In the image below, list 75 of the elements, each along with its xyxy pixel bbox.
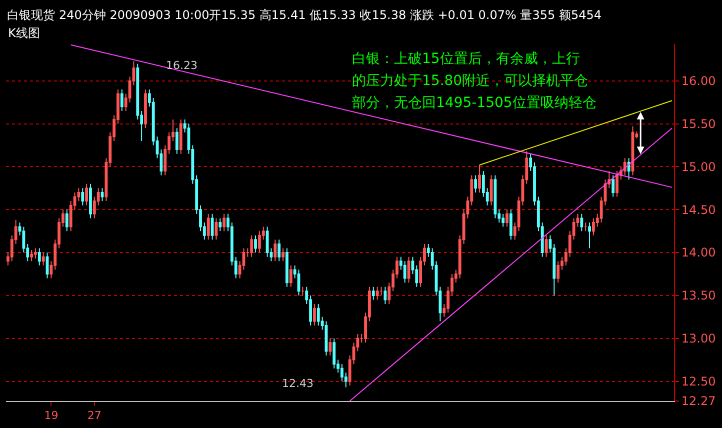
candlestick: [38, 248, 41, 266]
candlestick: [301, 286, 304, 296]
candlestick: [46, 252, 49, 279]
candlestick: [34, 248, 37, 260]
candlestick: [592, 218, 595, 236]
candlestick: [544, 234, 548, 258]
candlestick: [222, 213, 226, 232]
annotation: 白银：上破15位置后，有余威，上行: [352, 51, 580, 67]
candlestick: [85, 183, 88, 206]
candlestick: [407, 256, 410, 284]
chart-title: 白银现货 240分钟 20090903 10:00开15.35 高15.41 低15.33 收15.38 涨跌 +0.01 0.07% 量355 额5454: [7, 8, 602, 22]
candlestick: [100, 188, 104, 202]
candlestick: [490, 174, 493, 206]
candlestick: [478, 164, 481, 193]
candlestick: [210, 213, 214, 240]
candlestick: [376, 286, 379, 300]
candlestick: [588, 222, 591, 249]
candlestick: [313, 304, 316, 326]
candlestick: [556, 260, 560, 284]
y-tick-label: 15.50: [681, 117, 716, 132]
candlestick: [616, 170, 618, 198]
candlestick: [316, 304, 320, 326]
y-tick-label: 14.00: [681, 246, 716, 260]
candlestick: [179, 119, 182, 154]
candlestick: [30, 249, 33, 262]
candlestick: [297, 269, 300, 296]
x-tick-label: 27: [87, 409, 102, 422]
candlestick: [42, 252, 45, 266]
annotation: 12.43: [282, 377, 314, 390]
candlestick: [214, 218, 218, 240]
candlestick: [384, 286, 387, 305]
candlestick: [372, 286, 375, 300]
candlestick: [81, 188, 84, 206]
annotation: 部分，无仓回1495-1505位置吸纳轻仓: [352, 95, 596, 111]
candlestick: [332, 338, 336, 369]
candlestick: [328, 338, 332, 356]
y-tick-label: 13.00: [681, 332, 716, 346]
y-tick-label: 12.50: [681, 374, 716, 388]
candlestick: [89, 183, 92, 219]
candlestick: [509, 209, 512, 240]
candlestick: [506, 209, 508, 228]
candlestick: [324, 320, 328, 356]
candlestick: [474, 174, 478, 193]
candlestick: [206, 213, 210, 240]
candlestick: [278, 239, 281, 262]
y-tick-label: 12.27: [681, 394, 716, 408]
candlestick: [623, 158, 626, 176]
candlestick: [266, 226, 269, 258]
y-tick-label: 14.50: [681, 202, 716, 217]
candlestick: [282, 248, 284, 262]
candlestick: [218, 218, 222, 232]
x-tick-label: 19: [44, 409, 58, 422]
candlestick: [502, 213, 505, 228]
y-tick-label: 15.00: [681, 160, 716, 174]
candlestick: [285, 248, 288, 288]
y-tick-label: 13.50: [681, 288, 716, 303]
candlestick: [612, 174, 615, 198]
candlestick: [380, 286, 383, 296]
candlestick: [627, 158, 630, 180]
y-tick-label: 16.00: [681, 74, 716, 88]
candlestick: [250, 234, 254, 258]
chart-subtitle: K线图: [8, 26, 40, 40]
candlestick: [175, 128, 178, 154]
annotation: 的压力处于15.80附近，可以择机平仓: [352, 73, 588, 89]
candlestick: [403, 260, 406, 284]
candlestick: [65, 209, 68, 232]
candlestick: [144, 88, 147, 129]
candlestick: [580, 213, 584, 232]
candlestick: [274, 239, 277, 262]
candlestick: [258, 230, 261, 254]
candlestick: [254, 234, 257, 254]
candlestick: [120, 88, 124, 112]
candlestick: [289, 264, 292, 288]
candlestick: [584, 222, 588, 232]
annotation: 16.23: [166, 59, 198, 72]
